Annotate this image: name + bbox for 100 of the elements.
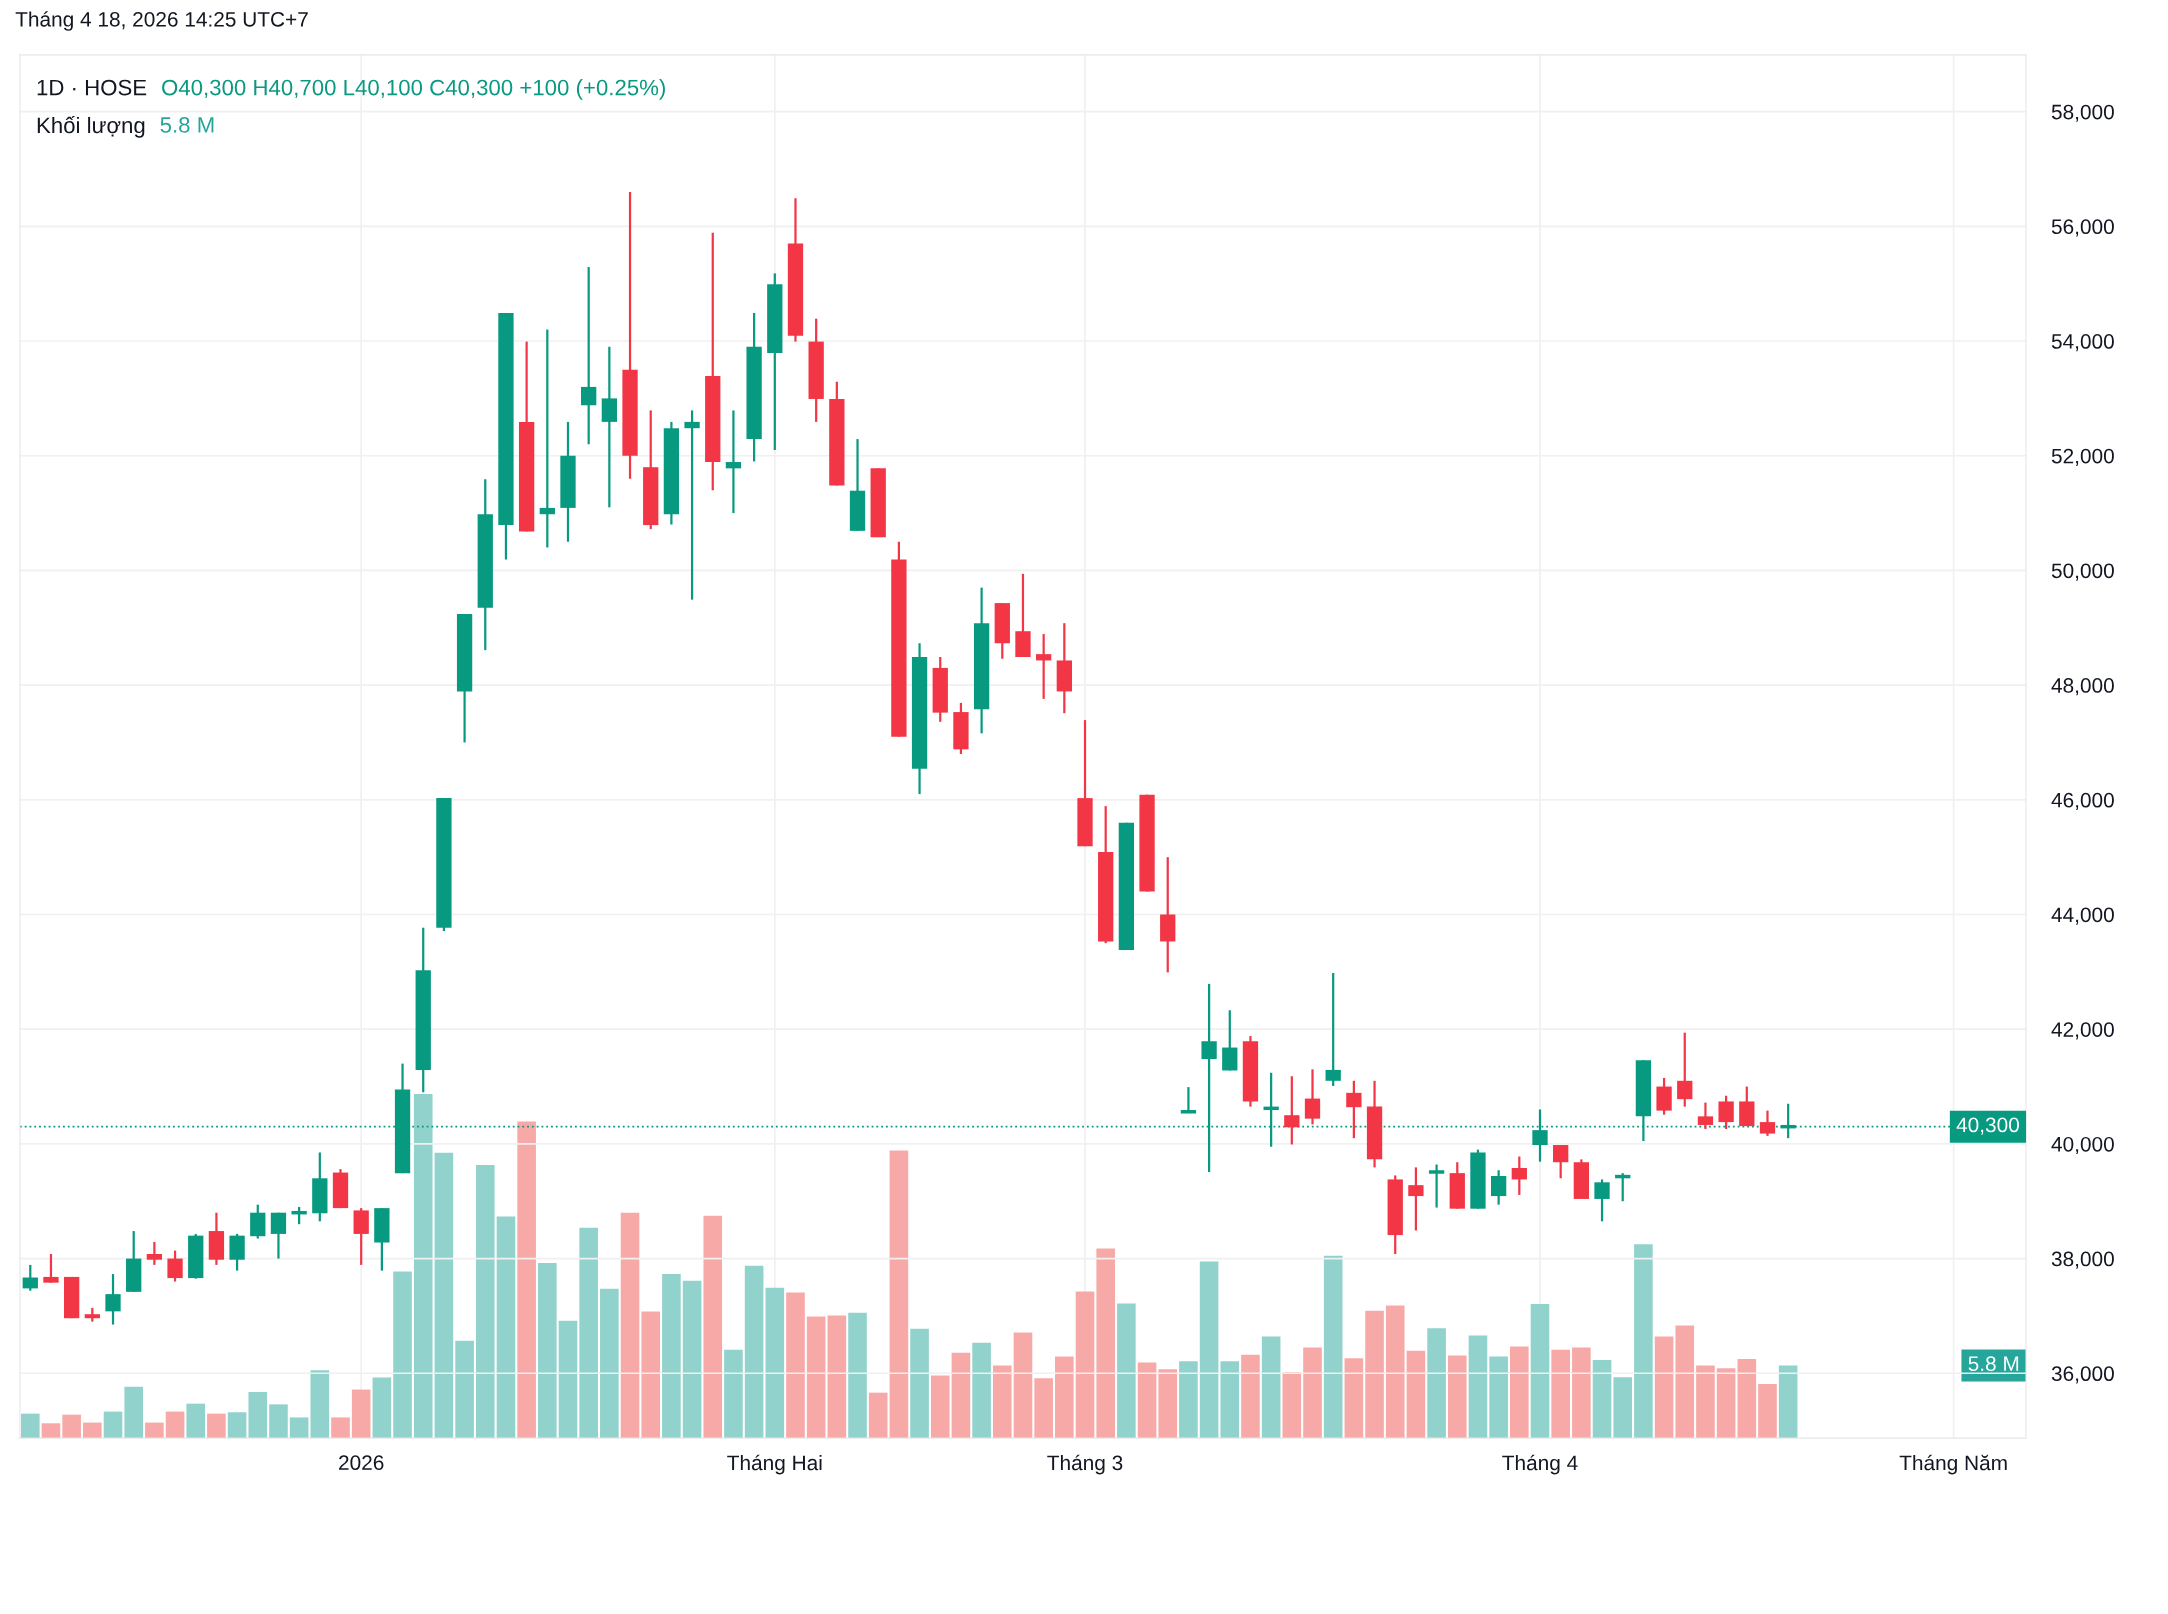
candlestick xyxy=(1718,1094,1734,1131)
bar xyxy=(1447,1355,1467,1439)
y-tick-label: 56,000 xyxy=(2051,219,2114,237)
bar xyxy=(41,1423,61,1439)
candlestick xyxy=(1222,1009,1238,1072)
bar xyxy=(765,1287,785,1439)
x-tick-label: Tháng 3 xyxy=(1047,1454,1123,1475)
ref-line-label: 40,300 xyxy=(1956,1117,2019,1135)
bar xyxy=(786,1292,805,1439)
bar xyxy=(289,1417,309,1439)
bar xyxy=(600,1288,619,1439)
bar xyxy=(889,1150,909,1439)
bar xyxy=(1282,1372,1302,1439)
candlestick xyxy=(353,1207,369,1266)
bar xyxy=(1758,1384,1777,1439)
bar xyxy=(1737,1358,1757,1439)
text: Tháng 4 18, 2026 14:25 UTC+7 xyxy=(15,11,308,31)
bar xyxy=(972,1342,991,1439)
bar xyxy=(930,1375,950,1439)
bar xyxy=(1013,1332,1033,1439)
candlestick xyxy=(167,1249,183,1283)
bar xyxy=(641,1311,661,1439)
candlestick xyxy=(1325,971,1341,1088)
bar xyxy=(124,1386,143,1439)
bar xyxy=(475,1164,495,1439)
bar xyxy=(1778,1365,1798,1439)
bar xyxy=(1592,1359,1612,1439)
bar xyxy=(331,1417,350,1439)
candlestick xyxy=(1553,1143,1569,1180)
bar xyxy=(434,1152,454,1439)
bar xyxy=(1551,1349,1570,1439)
bar xyxy=(372,1377,392,1439)
candlestick xyxy=(684,409,700,601)
text: 1D · HOSE xyxy=(37,79,147,96)
candlestick xyxy=(43,1252,59,1284)
bar xyxy=(227,1412,247,1439)
x-tick-label: Tháng Hai xyxy=(727,1454,822,1475)
bar xyxy=(992,1365,1012,1439)
y-tick-label: 54,000 xyxy=(2051,334,2114,352)
bar xyxy=(186,1403,206,1439)
bar xyxy=(269,1404,288,1439)
chart-title: Khối lượng xyxy=(37,115,145,138)
bar xyxy=(662,1273,681,1439)
bar xyxy=(620,1212,640,1439)
annotation: 5.8 M xyxy=(1968,1356,2019,1372)
bar xyxy=(1530,1303,1550,1439)
bar xyxy=(1427,1328,1446,1439)
candlestick xyxy=(1304,1068,1321,1126)
bar xyxy=(1654,1336,1674,1439)
bar xyxy=(1323,1255,1343,1439)
bar xyxy=(455,1340,474,1439)
bar xyxy=(1716,1368,1736,1439)
bar xyxy=(165,1411,185,1439)
y-tick-label: 44,000 xyxy=(2051,907,2114,925)
bar xyxy=(1303,1347,1322,1439)
bar xyxy=(1117,1303,1136,1439)
bar xyxy=(1406,1350,1426,1439)
candlestick xyxy=(1511,1155,1527,1197)
bar xyxy=(413,1093,433,1439)
candlestick xyxy=(725,409,742,515)
candlestick xyxy=(581,265,597,446)
candlestick xyxy=(250,1203,266,1240)
bar xyxy=(1220,1361,1240,1439)
x-tick-label: 2026 xyxy=(339,1455,384,1471)
candlestick xyxy=(1697,1101,1714,1131)
bar xyxy=(724,1349,743,1439)
bar xyxy=(103,1411,123,1439)
bar xyxy=(1034,1378,1053,1439)
candlestick xyxy=(601,345,617,509)
bar xyxy=(207,1413,226,1439)
bar xyxy=(496,1216,516,1439)
bar xyxy=(868,1392,888,1439)
bar xyxy=(1468,1335,1488,1439)
bar xyxy=(744,1265,764,1439)
bar xyxy=(517,1121,536,1439)
bar xyxy=(1365,1310,1384,1439)
candlestick xyxy=(1036,632,1052,700)
text: O40,300 H40,700 L40,100 C40,300 +100 (+0.25%) xyxy=(162,79,665,100)
x-tick-label: Tháng Năm xyxy=(1899,1454,2007,1475)
bar xyxy=(1510,1346,1529,1439)
candlestick xyxy=(1759,1109,1776,1137)
y-tick-label: 58,000 xyxy=(2051,104,2114,122)
bar xyxy=(682,1280,702,1439)
bar xyxy=(1634,1244,1653,1439)
y-tick-label: 36,000 xyxy=(2051,1366,2114,1384)
bar xyxy=(1137,1362,1157,1439)
bar xyxy=(62,1414,81,1439)
bar xyxy=(1199,1261,1219,1439)
bar xyxy=(145,1422,164,1439)
bar xyxy=(1489,1356,1508,1439)
bar xyxy=(951,1352,971,1439)
bar xyxy=(1158,1369,1178,1439)
bar xyxy=(1241,1354,1260,1439)
bar xyxy=(310,1370,330,1439)
candlestick xyxy=(1346,1079,1362,1140)
candlestick xyxy=(1180,1086,1198,1114)
bar xyxy=(827,1315,847,1439)
x-tick-label: Tháng 4 xyxy=(1502,1454,1578,1475)
y-tick-label: 50,000 xyxy=(2051,563,2114,581)
bar xyxy=(1075,1291,1095,1439)
